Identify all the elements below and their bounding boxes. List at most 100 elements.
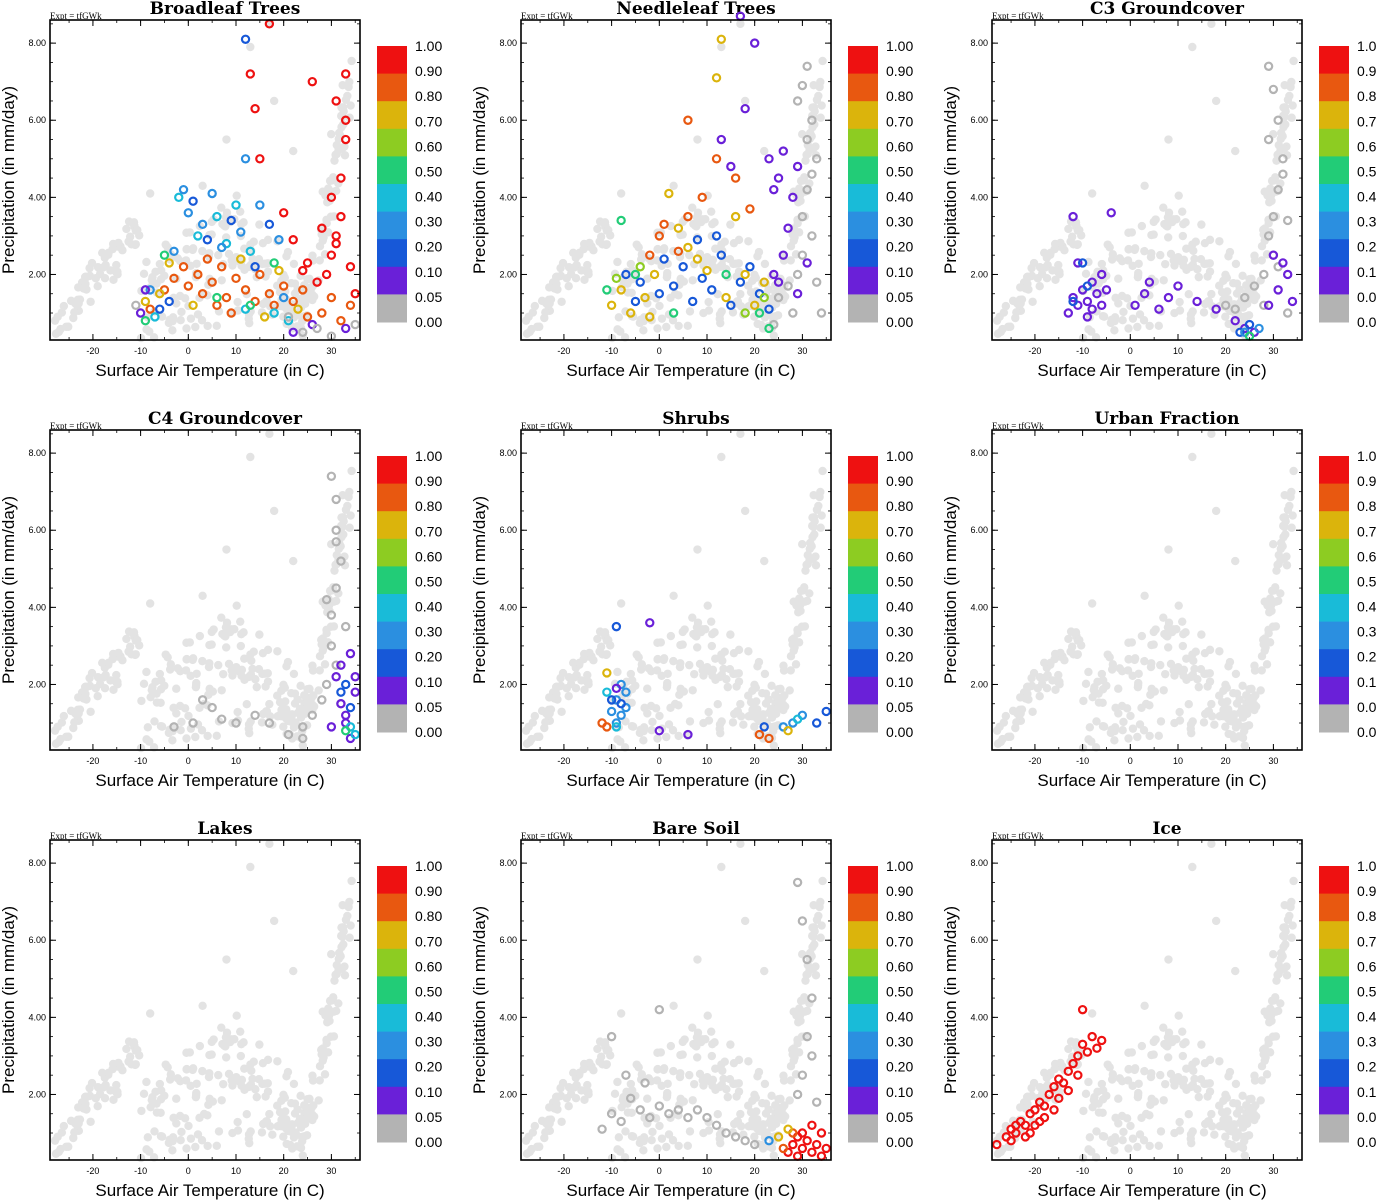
data-point: [293, 304, 303, 314]
background-point: [320, 660, 330, 669]
background-point: [1289, 876, 1298, 886]
data-point: [340, 69, 351, 79]
background-point: [811, 561, 821, 570]
y-tick-label: 2.00: [28, 1089, 46, 1099]
data-point: [1220, 300, 1231, 311]
background-point: [796, 176, 806, 186]
data-point: [350, 687, 360, 697]
background-point: [112, 260, 121, 270]
data-point: [188, 300, 198, 311]
background-point: [1084, 325, 1093, 334]
colorbar-label: 0.60: [1357, 138, 1377, 154]
background-point: [222, 1028, 232, 1037]
background-point: [734, 259, 743, 268]
data-point: [811, 1097, 822, 1107]
background-point: [786, 256, 795, 265]
background-point: [1164, 955, 1173, 964]
data-point: [802, 184, 812, 195]
y-axis-label: Precipitation (in mm/day): [0, 86, 18, 274]
data-point: [326, 192, 337, 203]
background-point: [585, 1058, 594, 1068]
background-point: [1203, 1092, 1212, 1101]
data-point: [331, 238, 341, 249]
background-point: [95, 269, 105, 279]
background-point: [1283, 505, 1293, 514]
data-point: [331, 583, 341, 593]
background-point: [295, 704, 305, 714]
x-tick-label: 20: [279, 756, 289, 766]
background-point: [1289, 56, 1298, 66]
data-point: [1259, 269, 1269, 280]
background-point: [214, 1127, 224, 1136]
background-point: [1014, 710, 1023, 719]
colorbar-swatch: [377, 1114, 407, 1143]
x-tick-label: 10: [231, 756, 241, 766]
background-point: [1229, 734, 1239, 743]
colorbar-label: 0.05: [1357, 699, 1377, 715]
background-point: [521, 1136, 531, 1145]
background-point: [1122, 1114, 1132, 1123]
background-point: [152, 698, 162, 707]
data-point: [778, 146, 789, 156]
background-point: [685, 717, 695, 726]
background-point: [584, 270, 593, 279]
background-point: [720, 1057, 729, 1066]
background-point: [535, 322, 544, 331]
colorbar-swatch: [848, 266, 878, 295]
data-point: [816, 308, 827, 318]
background-point: [1234, 720, 1243, 729]
background-point: [1145, 1111, 1154, 1120]
background-point: [255, 1040, 264, 1049]
background-point: [1287, 113, 1296, 122]
background-point: [181, 1076, 191, 1085]
background-point: [1124, 228, 1133, 237]
background-point: [602, 650, 611, 659]
data-point: [236, 254, 246, 264]
background-point: [1037, 1089, 1047, 1099]
colorbar-swatch: [848, 866, 878, 895]
background-point: [657, 1134, 667, 1143]
background-point: [623, 288, 633, 297]
data-point: [711, 73, 722, 83]
background-point: [662, 271, 672, 280]
background-point: [1159, 1096, 1168, 1105]
background-point: [674, 1141, 683, 1151]
data-point: [1144, 277, 1155, 287]
background-point: [1257, 242, 1267, 251]
background-point: [1085, 723, 1095, 732]
background-point: [205, 1050, 214, 1060]
data-point: [298, 327, 308, 337]
background-point: [1090, 683, 1099, 692]
background-point: [757, 710, 766, 719]
background-point: [729, 648, 739, 658]
colorbar-label: 1.00: [886, 448, 913, 464]
background-point: [780, 702, 790, 711]
background-point: [679, 277, 689, 286]
background-point: [1164, 545, 1173, 554]
background-point: [82, 695, 91, 704]
data-point: [197, 695, 208, 705]
background-point: [1281, 120, 1290, 129]
background-point: [1067, 642, 1077, 651]
data-point: [797, 1143, 808, 1154]
background-point: [1178, 641, 1188, 651]
background-point: [180, 294, 190, 303]
background-point: [1024, 285, 1033, 294]
background-point: [1064, 634, 1073, 644]
data-point: [673, 223, 684, 233]
colorbar-swatch: [377, 704, 407, 733]
background-point: [50, 726, 60, 735]
background-point: [324, 184, 333, 193]
data-point: [197, 289, 208, 299]
background-point: [688, 1023, 697, 1032]
background-point: [236, 1051, 246, 1061]
background-point: [346, 921, 355, 930]
background-point: [1159, 276, 1168, 285]
background-point: [112, 670, 121, 680]
background-point: [298, 1151, 308, 1160]
background-point: [674, 731, 683, 741]
background-point: [613, 735, 622, 744]
background-point: [710, 628, 719, 637]
background-point: [340, 151, 350, 160]
data-point: [788, 192, 798, 203]
